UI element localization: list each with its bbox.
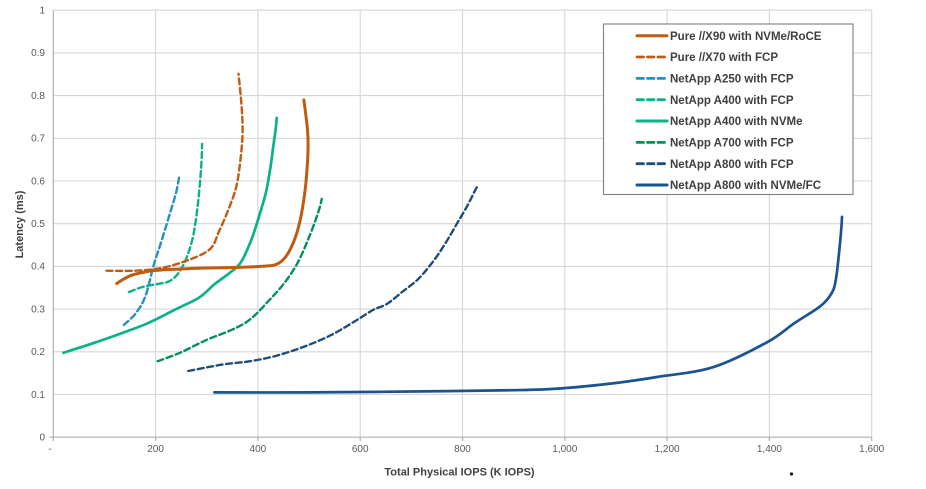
- svg-text:0.9: 0.9: [31, 48, 45, 59]
- svg-text:800: 800: [454, 444, 471, 455]
- svg-text:0.3: 0.3: [31, 304, 45, 315]
- svg-text:0.7: 0.7: [31, 134, 45, 145]
- svg-text:1: 1: [39, 6, 45, 17]
- svg-text:0.6: 0.6: [31, 176, 45, 187]
- svg-text:1,000: 1,000: [552, 444, 577, 455]
- svg-text:0.2: 0.2: [31, 347, 45, 358]
- svg-text:NetApp A250 with FCP: NetApp A250 with FCP: [670, 74, 794, 86]
- svg-text:400: 400: [250, 444, 267, 455]
- svg-text:1,400: 1,400: [757, 444, 782, 455]
- svg-text:600: 600: [352, 444, 369, 455]
- svg-text:NetApp A700 with FCP: NetApp A700 with FCP: [670, 138, 794, 150]
- svg-text:1,200: 1,200: [655, 444, 680, 455]
- svg-text:Total Physical IOPS (K IOPS): Total Physical IOPS (K IOPS): [384, 467, 535, 479]
- svg-text:0.1: 0.1: [31, 390, 45, 401]
- svg-text:Pure //X90 with NVMe/RoCE: Pure //X90 with NVMe/RoCE: [670, 31, 822, 43]
- svg-text:200: 200: [147, 444, 164, 455]
- svg-text:0.8: 0.8: [31, 91, 45, 102]
- svg-text:NetApp A400 with NVMe: NetApp A400 with NVMe: [670, 116, 802, 128]
- svg-text:1,600: 1,600: [859, 444, 884, 455]
- svg-text:NetApp A800 with FCP: NetApp A800 with FCP: [670, 159, 794, 171]
- svg-text:-: -: [48, 444, 51, 455]
- svg-text:0.5: 0.5: [31, 219, 45, 230]
- svg-text:0.4: 0.4: [31, 262, 45, 273]
- svg-text:NetApp A800 with NVMe/FC: NetApp A800 with NVMe/FC: [670, 180, 821, 192]
- svg-text:0: 0: [39, 433, 45, 444]
- svg-text:NetApp A400 with FCP: NetApp A400 with FCP: [670, 95, 794, 107]
- svg-text:Pure //X70 with FCP: Pure //X70 with FCP: [670, 52, 778, 64]
- svg-text:Latency (ms): Latency (ms): [14, 190, 26, 258]
